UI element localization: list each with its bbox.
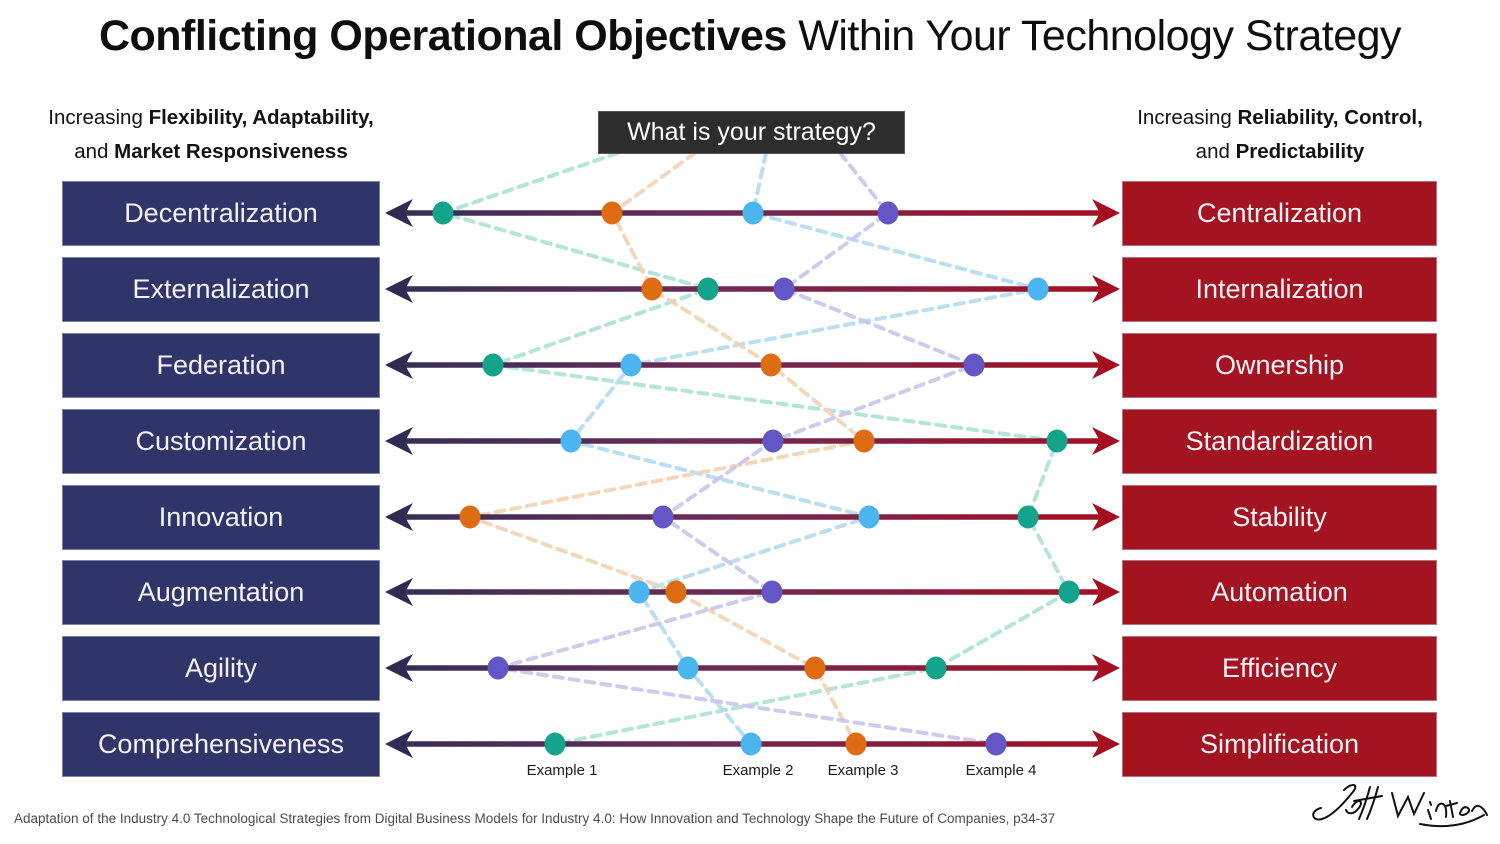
example-label-1: Example 1 xyxy=(526,762,598,779)
dot-example-2-row-6 xyxy=(628,580,650,604)
dot-example-3-row-2 xyxy=(641,277,663,301)
strategy-question-label: What is your strategy? xyxy=(627,118,876,146)
page-title-regular: Within Your Technology Strategy xyxy=(786,12,1402,60)
path-example-2 xyxy=(567,151,1039,746)
signature xyxy=(1312,784,1488,828)
left-axis-header-line1: Increasing Flexibility, Adaptability, xyxy=(48,106,374,129)
left-box-federation: Federation xyxy=(62,332,380,398)
right-arrowhead-icon xyxy=(1092,503,1120,531)
dot-example-1-row-5 xyxy=(1017,505,1039,529)
dot-example-2-row-3 xyxy=(620,353,642,377)
left-arrowhead-icon xyxy=(385,503,413,531)
dot-example-4-row-3 xyxy=(963,353,985,377)
axis-arrow-row-2 xyxy=(385,275,1120,303)
right-axis-header-line2: and Predictability xyxy=(1195,140,1365,163)
dot-example-4-row-2 xyxy=(773,277,795,301)
dot-example-4-row-7 xyxy=(487,656,509,680)
left-box-comprehensiveness: Comprehensiveness xyxy=(62,711,380,777)
right-arrowhead-icon xyxy=(1092,275,1120,303)
right-arrowhead-icon xyxy=(1092,578,1120,606)
dot-example-2-row-1 xyxy=(742,201,764,225)
right-box-centralization: Centralization xyxy=(1122,180,1437,246)
dot-example-4-row-8 xyxy=(985,732,1007,756)
left-arrowhead-icon xyxy=(385,351,413,379)
dot-example-3-row-5 xyxy=(459,505,481,529)
left-box-externalization: Externalization xyxy=(62,256,380,322)
left-box-customization: Customization xyxy=(62,408,380,474)
example-label-2: Example 2 xyxy=(722,762,794,779)
dot-example-3-row-4 xyxy=(853,429,875,453)
left-box-decentralization: Decentralization xyxy=(62,180,380,246)
right-arrowhead-icon xyxy=(1092,199,1120,227)
dot-example-3-row-8 xyxy=(845,732,867,756)
axis-arrow-row-3 xyxy=(385,351,1120,379)
dot-example-2-row-5 xyxy=(858,505,880,529)
right-arrowhead-icon xyxy=(1092,351,1120,379)
dot-example-2-row-8 xyxy=(740,732,762,756)
left-arrowhead-icon xyxy=(385,654,413,682)
dot-example-4-row-5 xyxy=(652,505,674,529)
dot-example-1-row-4 xyxy=(1046,429,1068,453)
dot-example-4-row-4 xyxy=(762,429,784,453)
right-arrowhead-icon xyxy=(1092,427,1120,455)
right-box-efficiency: Efficiency xyxy=(1122,635,1437,701)
left-arrowhead-icon xyxy=(385,427,413,455)
axis-arrow-row-4 xyxy=(385,427,1120,455)
dot-example-1-row-3 xyxy=(482,353,504,377)
dot-example-1-row-6 xyxy=(1058,580,1080,604)
dot-example-1-row-7 xyxy=(925,656,947,680)
left-axis-header-line2: and Market Responsiveness xyxy=(74,140,348,163)
strategy-question-box: What is your strategy? xyxy=(598,111,905,154)
right-box-stability: Stability xyxy=(1122,484,1437,550)
left-axis-header: Increasing Flexibility, Adaptability, an… xyxy=(8,101,414,169)
dot-example-2-row-2 xyxy=(1027,277,1049,301)
axis-arrow-row-7 xyxy=(385,654,1120,682)
dot-example-2-row-7 xyxy=(677,656,699,680)
source-caption: Adaptation of the Industry 4.0 Technolog… xyxy=(14,811,1056,826)
left-arrowhead-icon xyxy=(385,578,413,606)
path-example-3 xyxy=(462,151,869,746)
dot-example-3-row-6 xyxy=(665,580,687,604)
left-box-innovation: Innovation xyxy=(62,484,380,550)
right-axis-header-line1: Increasing Reliability, Control, xyxy=(1137,106,1423,129)
page-title: Conflicting Operational Objectives Withi… xyxy=(0,12,1500,61)
right-box-simplification: Simplification xyxy=(1122,711,1437,777)
right-box-automation: Automation xyxy=(1122,559,1437,625)
right-box-internalization: Internalization xyxy=(1122,256,1437,322)
dot-example-3-row-1 xyxy=(601,201,623,225)
dot-example-1-row-2 xyxy=(697,277,719,301)
dot-example-4-row-1 xyxy=(877,201,899,225)
example-label-4: Example 4 xyxy=(965,762,1037,779)
path-example-1 xyxy=(436,151,1072,746)
dot-example-3-row-3 xyxy=(760,353,782,377)
dot-example-2-row-4 xyxy=(560,429,582,453)
right-arrowhead-icon xyxy=(1092,654,1120,682)
left-box-augmentation: Augmentation xyxy=(62,559,380,625)
example-label-3: Example 3 xyxy=(827,762,899,779)
dot-example-4-row-6 xyxy=(761,580,783,604)
right-axis-header: Increasing Reliability, Control, and Pre… xyxy=(1068,101,1492,169)
left-arrowhead-icon xyxy=(385,199,413,227)
dot-example-3-row-7 xyxy=(804,656,826,680)
dot-example-1-row-1 xyxy=(432,201,454,225)
right-box-ownership: Ownership xyxy=(1122,332,1437,398)
dot-example-1-row-8 xyxy=(544,732,566,756)
left-box-agility: Agility xyxy=(62,635,380,701)
left-arrowhead-icon xyxy=(385,275,413,303)
page-title-bold: Conflicting Operational Objectives xyxy=(98,12,787,60)
axis-arrow-row-6 xyxy=(385,578,1120,606)
right-arrowhead-icon xyxy=(1092,730,1120,758)
axis-arrow-row-5 xyxy=(385,503,1120,531)
left-arrowhead-icon xyxy=(385,730,413,758)
right-box-standardization: Standardization xyxy=(1122,408,1437,474)
